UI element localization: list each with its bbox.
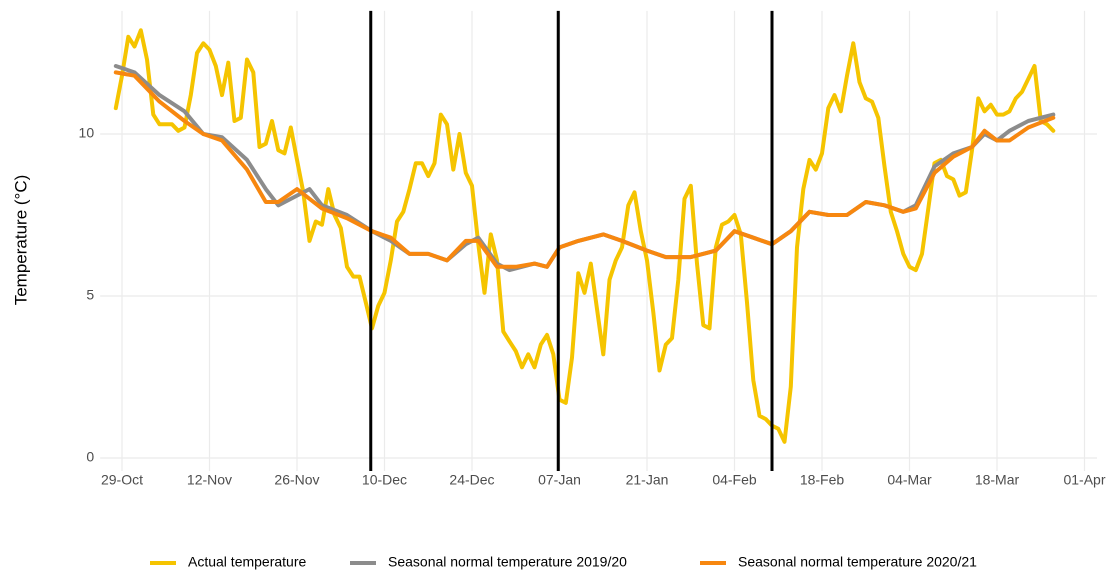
x-tick-label: 21-Jan: [626, 472, 669, 488]
x-tick-label: 18-Feb: [800, 472, 845, 488]
y-tick-label: 5: [86, 287, 94, 303]
y-tick-label: 10: [79, 125, 95, 141]
x-tick-label: 04-Feb: [712, 472, 757, 488]
series-line: [113, 28, 1056, 444]
legend-text: Seasonal normal temperature 2019/20: [388, 554, 627, 570]
x-tick-label: 18-Mar: [975, 472, 1020, 488]
y-tick-label: 0: [86, 449, 94, 465]
x-tick-label: 04-Mar: [887, 472, 932, 488]
legend-text: Seasonal normal temperature 2020/21: [738, 554, 977, 570]
legend-text: Actual temperature: [188, 554, 306, 570]
x-tick-label: 24-Dec: [449, 472, 494, 488]
x-tick-label: 26-Nov: [274, 472, 319, 488]
x-tick-label: 07-Jan: [538, 472, 581, 488]
x-tick-label: 12-Nov: [187, 472, 232, 488]
x-tick-label: 10-Dec: [362, 472, 407, 488]
x-tick-label: 01-Apr: [1063, 472, 1105, 488]
series-line: [113, 70, 1056, 269]
x-tick-label: 29-Oct: [101, 472, 143, 488]
y-axis-title: Temperature (°C): [11, 175, 30, 306]
